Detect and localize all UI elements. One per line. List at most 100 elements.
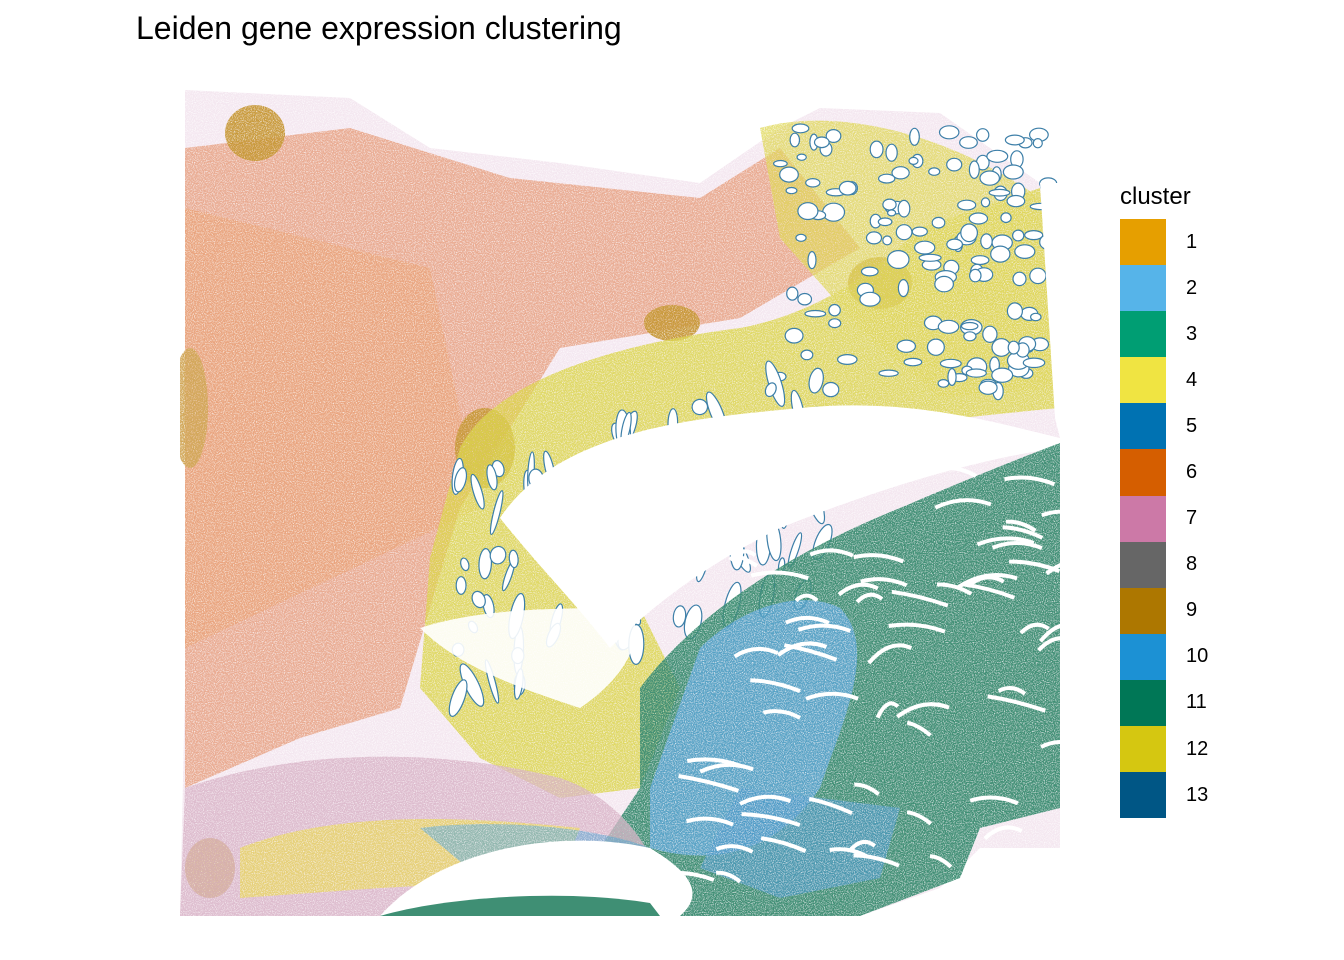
tumor-gap xyxy=(969,795,1019,806)
tumor-gap xyxy=(936,582,973,596)
crypt-lumen xyxy=(937,319,960,334)
crypt-lumen xyxy=(897,199,911,218)
crypt-lumen xyxy=(859,291,881,307)
crypt-lumen xyxy=(460,557,470,572)
legend-swatch xyxy=(1120,403,1166,450)
crypt-lumen xyxy=(1004,134,1025,146)
legend-label: 6 xyxy=(1186,461,1198,484)
crypt-lumen xyxy=(965,368,987,378)
crypt-lumen xyxy=(836,354,858,366)
crypt-lumen xyxy=(891,166,910,180)
tumor-region xyxy=(600,443,1060,916)
crypt-lumen xyxy=(878,369,899,377)
crypt-lumen xyxy=(448,679,468,717)
crypt-lumen xyxy=(926,338,945,356)
tumor-gap xyxy=(934,498,992,510)
legend-entry: 4 xyxy=(1120,357,1208,404)
crypt-lumen xyxy=(1032,138,1043,149)
crypt-lumen xyxy=(779,166,799,183)
cluster-6-muscle-layer xyxy=(185,128,860,788)
tumor-gap xyxy=(1019,622,1050,635)
crypt-lumen xyxy=(968,212,989,225)
crypt-lumen xyxy=(947,368,957,387)
crypt-lumen xyxy=(988,188,1011,197)
crypt-lumen xyxy=(797,202,819,221)
crypt-lumen xyxy=(946,157,963,172)
legend-entry: 3 xyxy=(1120,311,1208,358)
legend-label: 5 xyxy=(1186,414,1198,437)
crypt-lumen xyxy=(791,123,810,134)
legend-label: 13 xyxy=(1186,783,1209,806)
tumor-gap xyxy=(987,694,1046,713)
legend-entry: 1 xyxy=(1120,219,1208,266)
crypt-lumen xyxy=(946,238,963,251)
tumor-gap xyxy=(875,701,900,719)
legend-entry: 8 xyxy=(1120,541,1208,588)
crypt-lumen xyxy=(786,286,799,301)
crypt-lumen xyxy=(453,467,468,493)
crypt-lumen xyxy=(976,128,990,142)
tumor-gap xyxy=(891,589,949,608)
crypt-lumen xyxy=(1014,244,1036,260)
crypt-lumen xyxy=(797,292,813,306)
legend-label: 1 xyxy=(1186,230,1198,253)
tumor-gap xyxy=(1005,519,1037,533)
crypt-lumen xyxy=(789,132,801,148)
legend-label: 7 xyxy=(1186,507,1198,530)
crypt-lumen xyxy=(869,140,884,159)
legend-swatch xyxy=(1120,449,1166,496)
tumor-gap xyxy=(776,641,828,657)
crypt-lumen xyxy=(928,167,941,176)
upper-right-blank xyxy=(1040,183,1060,438)
crypt-lumen xyxy=(773,159,788,168)
tumor-gap xyxy=(888,622,946,634)
tumor-gap xyxy=(997,686,1027,696)
crypt-lumen xyxy=(909,127,920,146)
crypt-lumen xyxy=(908,156,919,166)
tumor-gap xyxy=(906,720,932,737)
tumor-gap xyxy=(837,582,879,597)
tumor-gap xyxy=(854,782,880,796)
crypt-lumen xyxy=(885,143,898,162)
crypt-lumen xyxy=(508,549,519,569)
tumor-gap xyxy=(805,691,859,701)
crypt-lumen xyxy=(808,367,824,394)
crypt-lumen xyxy=(979,170,1000,186)
crypt-lumen xyxy=(957,199,977,211)
tumor-gap xyxy=(1002,525,1044,540)
crypt-lumen xyxy=(982,325,998,343)
crypt-lumen xyxy=(1000,212,1012,224)
central-lumen-lower xyxy=(420,608,636,708)
tumor-gap xyxy=(699,762,754,774)
tumor-gap xyxy=(860,577,908,588)
crypt-lumen xyxy=(1012,271,1027,287)
crypt-lumen xyxy=(960,321,979,331)
tumor-gap xyxy=(784,615,830,625)
tumor-gap xyxy=(797,623,852,633)
crypt-lumen xyxy=(1007,340,1020,355)
crypt-lumen xyxy=(960,223,978,243)
crypt-lumen xyxy=(470,473,485,510)
crypt-lumen xyxy=(1006,194,1026,208)
legend: cluster 1 2 3 4 5 6 7 8 9 10 11 12 13 xyxy=(1120,183,1209,819)
crypt-lumen xyxy=(471,590,486,609)
crypt-lumen xyxy=(486,464,498,491)
crypt-lumen xyxy=(822,202,846,222)
crypt-lumen xyxy=(860,266,879,277)
legend-entry: 10 xyxy=(1120,633,1208,680)
crypt-lumen xyxy=(1029,267,1047,285)
legend-swatch xyxy=(1120,726,1166,773)
crypt-lumen xyxy=(896,339,917,353)
legend-swatch xyxy=(1120,219,1166,266)
crypt-lumen xyxy=(938,125,960,140)
tumor-gap xyxy=(1041,509,1060,518)
legend-swatch xyxy=(1120,541,1166,588)
crypt-lumen xyxy=(489,545,507,565)
crypt-lumen xyxy=(970,255,990,266)
tumor-gap xyxy=(750,570,809,581)
chart-title: Leiden gene expression clustering xyxy=(136,10,622,46)
tumor-gap xyxy=(794,593,819,603)
crypt-lumen xyxy=(882,198,897,211)
tumor-gap xyxy=(1040,740,1060,749)
crypt-lumen xyxy=(895,224,913,241)
